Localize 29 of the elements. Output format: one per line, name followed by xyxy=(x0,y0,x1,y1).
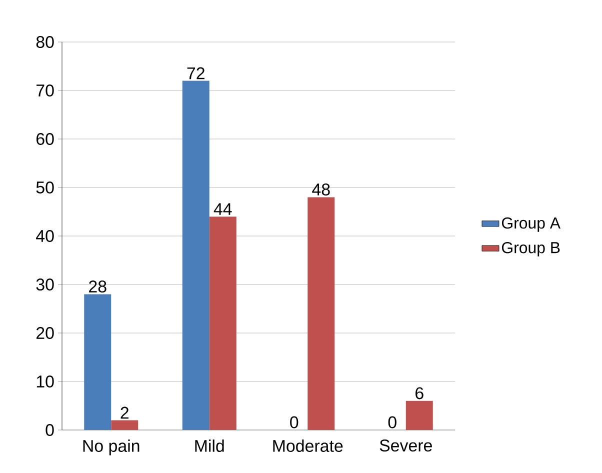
legend-label: Group A xyxy=(502,217,560,232)
bar xyxy=(308,197,335,430)
y-tick-label: 30 xyxy=(36,278,54,290)
data-label: 0 xyxy=(388,416,396,428)
y-tick-label: 20 xyxy=(36,327,54,339)
legend-label: Group B xyxy=(502,242,560,256)
y-tick-label: 60 xyxy=(36,133,54,145)
x-tick-label: Severe xyxy=(380,440,432,452)
bar xyxy=(182,80,210,430)
y-tick-label: 70 xyxy=(36,84,54,96)
y-tick-label: 40 xyxy=(36,230,54,242)
x-tick-label: Moderate xyxy=(273,440,343,452)
data-label: 72 xyxy=(187,67,204,80)
data-label: 44 xyxy=(214,203,232,215)
bar xyxy=(406,400,433,430)
data-label: 2 xyxy=(120,406,128,419)
x-tick-label: No pain xyxy=(83,440,140,456)
data-label: 0 xyxy=(290,416,298,428)
data-label: 48 xyxy=(312,184,330,196)
y-tick-label: 80 xyxy=(36,36,54,48)
y-tick-label: 50 xyxy=(36,182,54,194)
data-label: 28 xyxy=(89,280,106,293)
bar xyxy=(84,294,112,430)
data-label: 6 xyxy=(416,387,424,400)
x-tick-label: Mild xyxy=(195,440,224,452)
bar xyxy=(111,420,138,430)
y-tick-label: 0 xyxy=(46,424,54,436)
bar xyxy=(209,216,236,430)
y-tick-label: 10 xyxy=(36,376,54,388)
